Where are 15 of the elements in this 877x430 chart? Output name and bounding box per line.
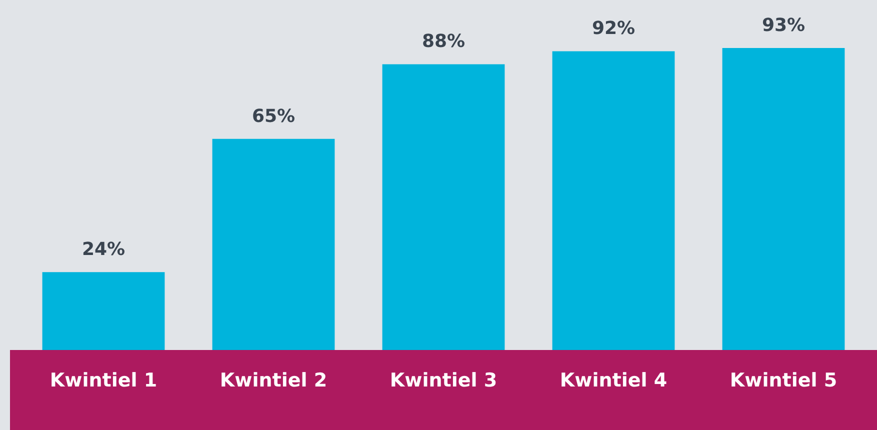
- data-label: 65%: [252, 106, 296, 127]
- bar: [552, 51, 675, 350]
- x-tick-label: Kwintiel 5: [730, 370, 838, 392]
- x-tick-label: Kwintiel 4: [560, 370, 668, 392]
- data-label: 24%: [82, 239, 126, 260]
- x-tick-label: Kwintiel 3: [390, 370, 498, 392]
- x-tick-label: Kwintiel 2: [220, 370, 328, 392]
- bar: [212, 138, 335, 350]
- data-label: 93%: [762, 15, 806, 36]
- data-label: 92%: [592, 18, 636, 40]
- bar: [382, 64, 505, 350]
- x-tick-label: Kwintiel 1: [50, 370, 158, 392]
- bar: [42, 272, 165, 350]
- bar: [722, 48, 845, 350]
- data-label: 88%: [422, 31, 466, 52]
